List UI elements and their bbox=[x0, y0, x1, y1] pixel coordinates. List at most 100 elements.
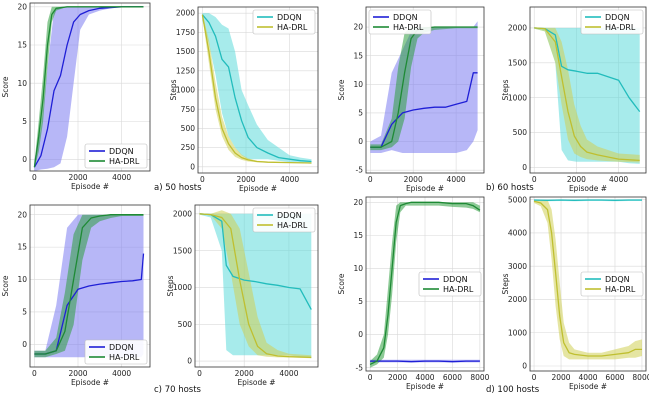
y-tick-label: 1500 bbox=[176, 47, 195, 56]
y-tick-label: 15 bbox=[353, 51, 363, 60]
y-tick-label: 5000 bbox=[508, 195, 527, 204]
x-tick-label: 6000 bbox=[605, 373, 624, 382]
y-tick-label: 5 bbox=[358, 108, 363, 117]
y-tick-label: 0 bbox=[358, 330, 363, 339]
x-tick-label: 8000 bbox=[632, 373, 649, 382]
legend-label-ddqn: DDQN bbox=[109, 343, 134, 352]
y-tick-label: 10 bbox=[17, 79, 27, 88]
x-tick-label: 4000 bbox=[578, 373, 597, 382]
y-tick-label: -5 bbox=[356, 166, 364, 175]
x-tick-label: 2000 bbox=[235, 369, 254, 378]
legend-label-hadrl: HA-DRL bbox=[277, 23, 308, 32]
y-tick-label: 2000 bbox=[176, 9, 195, 18]
y-axis-label: Score bbox=[1, 275, 10, 296]
band-ddqn bbox=[202, 13, 312, 164]
legend-label-ddqn: DDQN bbox=[277, 211, 302, 220]
legend-box bbox=[252, 207, 316, 233]
legend-label-ddqn: DDQN bbox=[109, 147, 134, 156]
legend-label-ddqn: DDQN bbox=[605, 13, 630, 22]
chart-d-steps: 0 2000 4000 6000 8000 0 1000 2000 3000 4000 5000 Ep… bbox=[501, 195, 649, 391]
legend-label-hadrl: HA-DRL bbox=[443, 285, 474, 294]
line-ddqn bbox=[370, 360, 480, 363]
axes-frame bbox=[194, 204, 319, 368]
x-tick-label: 2000 bbox=[388, 373, 407, 382]
axes-frame bbox=[29, 2, 151, 172]
line-ddqn bbox=[534, 27, 641, 112]
y-axis-label: Steps bbox=[166, 275, 175, 296]
y-tick-label: 15 bbox=[17, 41, 27, 50]
x-axis-label: Episode # bbox=[71, 378, 109, 387]
y-tick-label: 0 bbox=[187, 357, 192, 366]
band-hadrl bbox=[534, 199, 642, 360]
legend-label-hadrl: HA-DRL bbox=[109, 353, 140, 362]
legend-label-hadrl: HA-DRL bbox=[605, 23, 636, 32]
legend-label-ddqn: DDQN bbox=[605, 275, 630, 284]
x-tick-label: 4000 bbox=[415, 373, 434, 382]
axes-frame bbox=[529, 196, 647, 372]
legend-label-ddqn: DDQN bbox=[393, 13, 418, 22]
x-tick-label: 4000 bbox=[112, 369, 131, 378]
y-tick-label: 15 bbox=[17, 243, 27, 252]
x-tick-label: 8000 bbox=[470, 373, 489, 382]
legend-box bbox=[84, 339, 148, 365]
y-axis-label: Steps bbox=[501, 273, 510, 294]
y-tick-label: 0 bbox=[190, 162, 195, 171]
legend-label-hadrl: HA-DRL bbox=[277, 221, 308, 230]
y-tick-label: 2000 bbox=[508, 24, 527, 33]
band-hadrl bbox=[199, 210, 312, 359]
x-tick-label: 0 bbox=[197, 369, 202, 378]
line-hadrl bbox=[33, 6, 144, 168]
y-axis-label: Score bbox=[337, 79, 346, 100]
line-hadrl bbox=[199, 213, 312, 359]
line-hadrl bbox=[369, 201, 481, 365]
axes-frame bbox=[365, 6, 485, 174]
caption-b: b) 60 hosts bbox=[486, 183, 534, 193]
y-tick-label: 1750 bbox=[176, 28, 195, 37]
y-tick-label: 2000 bbox=[508, 295, 527, 304]
axes-frame bbox=[529, 6, 647, 174]
legend-box bbox=[84, 143, 148, 169]
x-tick-label: 0 bbox=[532, 175, 537, 184]
y-tick-label: 3000 bbox=[508, 262, 527, 271]
y-tick-label: 1500 bbox=[173, 246, 192, 255]
legend-box bbox=[580, 9, 644, 35]
legend-label-ddqn: DDQN bbox=[443, 275, 468, 284]
x-tick-label: 2000 bbox=[68, 173, 87, 182]
y-tick-label: 500 bbox=[513, 128, 528, 137]
chart-d-score: 0 2000 4000 6000 8000 -5 0 5 10 15 20 Episode # Scor… bbox=[337, 196, 490, 391]
y-axis-label: Steps bbox=[501, 79, 510, 100]
x-axis-label: Episode # bbox=[569, 382, 607, 391]
y-tick-label: 1000 bbox=[508, 93, 527, 102]
x-tick-label: 0 bbox=[200, 175, 205, 184]
y-tick-label: 20 bbox=[17, 2, 27, 11]
y-tick-label: 20 bbox=[17, 210, 27, 219]
y-tick-label: 0 bbox=[358, 137, 363, 146]
line-ddqn bbox=[199, 213, 312, 310]
y-tick-label: 0 bbox=[22, 340, 27, 349]
line-hadrl bbox=[534, 27, 640, 162]
x-tick-label: 2000 bbox=[236, 175, 255, 184]
x-axis-label: Episode # bbox=[406, 184, 444, 193]
x-tick-label: 0 bbox=[32, 173, 37, 182]
caption-c: c) 70 hosts bbox=[154, 385, 202, 395]
y-tick-label: 1250 bbox=[176, 66, 195, 75]
y-tick-label: 5 bbox=[22, 308, 27, 317]
y-tick-label: 0 bbox=[22, 155, 27, 164]
line-hadrl bbox=[201, 14, 312, 164]
y-tick-label: 1000 bbox=[508, 328, 527, 337]
x-tick-label: 2000 bbox=[404, 175, 423, 184]
y-tick-label: 15 bbox=[353, 231, 363, 240]
line-hadrl bbox=[533, 200, 642, 357]
y-tick-label: 750 bbox=[181, 105, 196, 114]
chart-a-score: 0 2000 4000 0 5 10 15 20 Episode # Score DDQNHA-DR… bbox=[1, 2, 151, 191]
chart-c-score: 0 2000 4000 0 5 10 15 20 Episode # Score DDQNHA-DR… bbox=[1, 204, 151, 387]
x-tick-label: 2000 bbox=[68, 369, 87, 378]
